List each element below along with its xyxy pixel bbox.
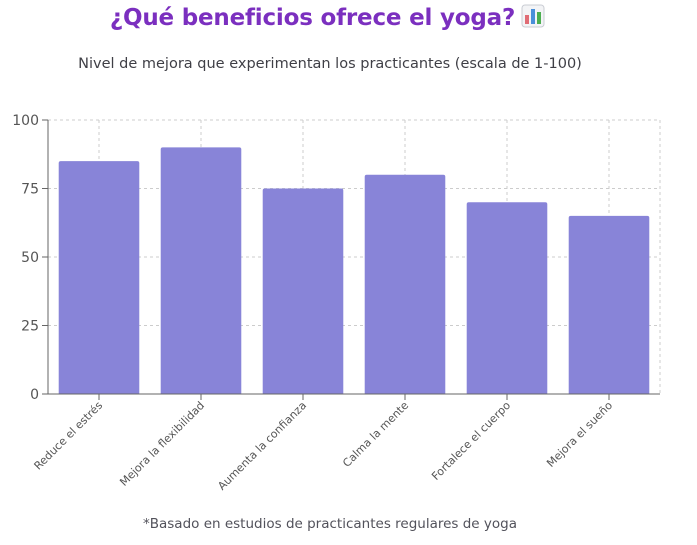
x-tick-label: Mejora la flexibilidad <box>117 399 207 489</box>
chart-subtitle: Nivel de mejora que experimentan los pra… <box>78 56 582 72</box>
y-tick-label: 100 <box>12 113 39 129</box>
bar[interactable] <box>568 215 650 394</box>
x-tick-label: Fortalece el cuerpo <box>429 399 513 483</box>
bars <box>58 147 650 395</box>
x-tick-label: Reduce el estrés <box>32 399 106 473</box>
y-tick-label: 25 <box>21 319 39 335</box>
grid <box>48 119 661 394</box>
x-tick-label: Mejora el sueño <box>544 399 615 470</box>
bar-chart-icon <box>521 4 545 34</box>
bar[interactable] <box>160 147 242 394</box>
y-tick-label: 50 <box>21 250 39 266</box>
bar[interactable] <box>466 202 548 394</box>
bar[interactable] <box>262 188 344 395</box>
chart-title-text: ¿Qué beneficios ofrece el yoga? <box>109 5 516 31</box>
footnote: *Basado en estudios de practicantes regu… <box>142 516 517 532</box>
bar[interactable] <box>364 174 446 394</box>
y-tick-label: 0 <box>30 387 39 403</box>
x-tick-label: Calma la mente <box>340 399 411 470</box>
bar[interactable] <box>58 161 140 394</box>
y-tick-label: 75 <box>21 182 39 198</box>
chart-title: ¿Qué beneficios ofrece el yoga? <box>0 4 655 34</box>
x-tick-label: Aumenta la confianza <box>215 399 309 493</box>
